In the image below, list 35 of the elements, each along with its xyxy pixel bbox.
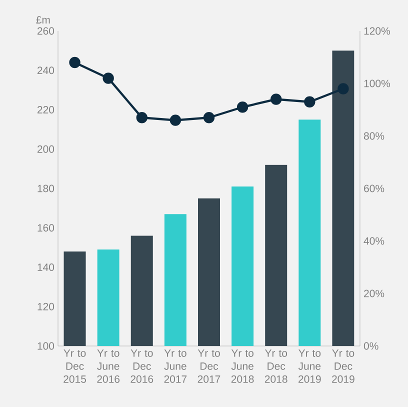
- y2-tick-label: 80%: [364, 132, 384, 140]
- y2-tick-label: 0%: [364, 342, 378, 350]
- y2-tick-label: 120%: [364, 27, 390, 35]
- y-tick-label: 200: [37, 145, 54, 153]
- y2-tick-label: 20%: [364, 290, 384, 298]
- point: [304, 96, 316, 108]
- y-tick-label: 140: [38, 264, 54, 271]
- point: [203, 112, 215, 124]
- point: [136, 112, 148, 124]
- x-tick-label: Yr to Dec 2018: [264, 350, 288, 383]
- x-tick-label: Yr to Dec 2016: [130, 350, 154, 383]
- y-tick-label: 180: [38, 184, 54, 192]
- y-tick-label: 100: [38, 342, 54, 350]
- x-tick-label: Yr to June 2019: [298, 350, 321, 383]
- y2-tick-label: 40%: [364, 237, 384, 245]
- x-tick-label: Yr to June 2016: [97, 350, 120, 383]
- y-tick-label: 160: [38, 224, 54, 232]
- point: [236, 102, 248, 113]
- point: [69, 56, 80, 68]
- point: [270, 94, 282, 105]
- x-tick-label: Yr to June 2017: [164, 350, 187, 383]
- point: [338, 83, 349, 94]
- y-tick-label: 220: [37, 106, 54, 114]
- y2-tick-label: 100%: [364, 80, 390, 88]
- y-tick-label: 260: [37, 27, 54, 35]
- x-tick-label: Yr to Dec 2017: [198, 350, 220, 383]
- y-tick-label: 240: [37, 66, 54, 74]
- y2-tick-label: 60%: [364, 184, 384, 192]
- y-axis-title: £m: [36, 16, 50, 24]
- x-tick-label: Yr to Dec 2019: [332, 350, 354, 383]
- x-tick-label: Yr to June 2018: [231, 350, 254, 383]
- point: [170, 114, 182, 126]
- point: [102, 72, 114, 84]
- y-tick-label: 120: [38, 302, 54, 310]
- x-tick-label: Yr to Dec 2015: [64, 350, 86, 383]
